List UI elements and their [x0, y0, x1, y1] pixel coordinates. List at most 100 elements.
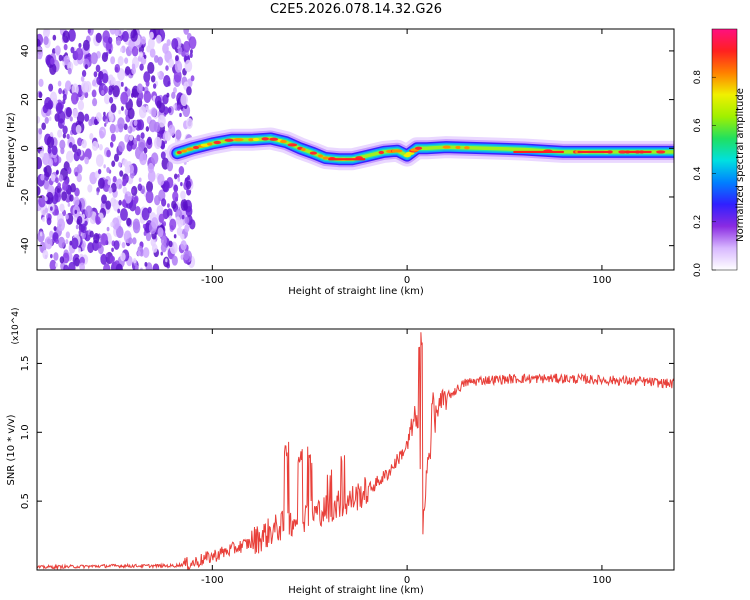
x-tick-label: 100: [592, 275, 611, 286]
noise-blob: [157, 173, 165, 186]
noise-blob: [108, 36, 113, 44]
noise-blob: [111, 217, 120, 230]
noise-blob: [175, 55, 179, 62]
y-tick-label: 20: [20, 93, 31, 106]
noise-blob: [112, 175, 117, 183]
noise-blob: [70, 46, 75, 54]
noise-blob: [43, 36, 49, 46]
noise-blob: [124, 86, 128, 92]
noise-blob: [90, 52, 98, 65]
noise-blob: [180, 190, 186, 200]
noise-blob: [180, 254, 185, 260]
noise-blob: [113, 240, 120, 250]
noise-blob: [43, 166, 48, 174]
noise-blob: [138, 105, 147, 119]
noise-blob: [78, 230, 82, 236]
y-tick-label: 1.0: [20, 424, 31, 440]
noise-blob: [189, 52, 193, 58]
noise-blob: [106, 167, 110, 174]
noise-blob: [126, 141, 133, 152]
noise-blob: [175, 216, 181, 225]
noise-blob: [73, 196, 80, 207]
noise-blob: [139, 51, 144, 58]
noise-blob: [77, 247, 81, 253]
noise-blob: [109, 123, 116, 134]
noise-blob: [117, 208, 121, 214]
noise-blob: [65, 107, 73, 118]
noise-blob: [130, 92, 135, 98]
noise-blob: [163, 75, 171, 88]
noise-blob: [173, 184, 179, 193]
noise-blob: [74, 171, 78, 177]
noise-blob: [68, 261, 76, 270]
snr-line: [37, 332, 674, 570]
noise-blob: [171, 91, 176, 99]
noise-blob: [110, 77, 116, 86]
noise-blob: [72, 144, 78, 153]
noise-blob: [165, 258, 168, 263]
noise-blob: [173, 234, 177, 239]
noise-blob: [48, 116, 52, 121]
noise-blob: [114, 63, 121, 73]
noise-blob: [37, 46, 44, 60]
y-tick-label: -20: [20, 189, 31, 205]
ridge-hotspot: [248, 138, 254, 142]
noise-blob: [89, 230, 94, 238]
y-tick-label: 0.5: [20, 493, 31, 509]
ridge-hotspot: [414, 146, 423, 150]
noise-blob: [164, 131, 171, 142]
noise-blob: [160, 151, 166, 160]
noise-blob: [79, 89, 83, 95]
noise-blob: [60, 147, 65, 155]
noise-blob: [181, 214, 185, 220]
noise-blob: [44, 236, 53, 250]
noise-blob: [68, 29, 76, 42]
noise-blob: [138, 177, 142, 183]
noise-blob: [184, 224, 190, 233]
spectrogram-x-label: Height of straight line (km): [288, 286, 424, 297]
noise-blob: [51, 48, 56, 55]
noise-blob: [134, 206, 141, 216]
noise-blob: [188, 36, 197, 50]
noise-blob: [166, 161, 174, 172]
colorbar-tick-label: 0.6: [693, 118, 703, 133]
noise-blob: [146, 136, 153, 146]
noise-blob: [91, 79, 97, 87]
noise-blob: [177, 177, 181, 182]
noise-blob: [74, 209, 78, 214]
noise-blob: [62, 180, 69, 191]
noise-blob: [110, 142, 114, 148]
noise-blob: [157, 71, 160, 77]
noise-blob: [190, 75, 195, 82]
noise-blob: [80, 223, 87, 234]
noise-blob: [67, 202, 71, 207]
ridge-hotspot: [442, 145, 451, 149]
noise-blob: [65, 150, 74, 163]
y-tick-label: 40: [20, 45, 31, 58]
noise-blob: [148, 119, 157, 133]
noise-blob: [185, 117, 193, 129]
noise-blob: [130, 29, 138, 42]
noise-blob: [38, 128, 43, 135]
noise-blob: [55, 238, 59, 245]
noise-blob: [118, 109, 122, 115]
noise-blob: [69, 194, 74, 202]
noise-blob: [42, 152, 50, 166]
noise-blob: [101, 194, 107, 204]
ridge-hotspots: [176, 137, 666, 161]
noise-blob: [101, 73, 109, 84]
noise-blob: [82, 39, 90, 51]
noise-blob: [160, 235, 167, 246]
noise-blob: [62, 133, 67, 139]
ridge-hotspot: [213, 140, 222, 145]
noise-blob: [49, 259, 57, 270]
noise-blob: [126, 217, 132, 227]
noise-blob: [184, 216, 190, 224]
noise-blob: [104, 122, 107, 127]
noise-blob: [110, 221, 114, 228]
noise-blob: [162, 221, 167, 227]
noise-blob: [150, 107, 157, 118]
noise-blob: [125, 175, 129, 181]
noise-blob: [58, 174, 64, 182]
noise-blob: [179, 112, 182, 118]
